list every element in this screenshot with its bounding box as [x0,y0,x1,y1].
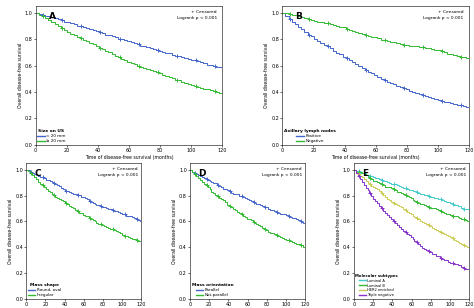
Y-axis label: Overall disease-free survival: Overall disease-free survival [264,43,269,108]
X-axis label: Time of disease-free survival (months): Time of disease-free survival (months) [331,155,420,160]
Legend: Luminal A, Luminal B, HER2 enriched, Triple negative: Luminal A, Luminal B, HER2 enriched, Tri… [355,273,398,298]
Text: A: A [49,12,55,21]
Y-axis label: Overall disease-free survival: Overall disease-free survival [18,43,23,108]
Text: D: D [198,169,206,178]
Text: + Censored
Logrank p < 0.001: + Censored Logrank p < 0.001 [98,167,138,177]
Y-axis label: Overall disease-free survival: Overall disease-free survival [336,198,341,264]
Text: B: B [295,12,302,21]
Y-axis label: Overall disease-free survival: Overall disease-free survival [8,198,13,264]
Text: + Censored
Logrank p < 0.001: + Censored Logrank p < 0.001 [262,167,302,177]
Text: + Censored
Logrank p < 0.001: + Censored Logrank p < 0.001 [177,10,217,20]
Text: + Censored
Logrank p < 0.001: + Censored Logrank p < 0.001 [423,10,464,20]
Legend: Round, oval, Irregular: Round, oval, Irregular [27,283,62,298]
Legend: Parallel, Not-parallel: Parallel, Not-parallel [191,283,234,298]
Legend: < 20 mm, ≥ 20 mm: < 20 mm, ≥ 20 mm [37,129,66,144]
X-axis label: Time of disease-free survival (months): Time of disease-free survival (months) [85,155,173,160]
Text: + Censored
Logrank p < 0.001: + Censored Logrank p < 0.001 [426,167,466,177]
Text: E: E [362,169,368,178]
Text: C: C [34,169,41,178]
Y-axis label: Overall disease-free survival: Overall disease-free survival [172,198,177,264]
Legend: Positive, Negative: Positive, Negative [283,129,336,144]
